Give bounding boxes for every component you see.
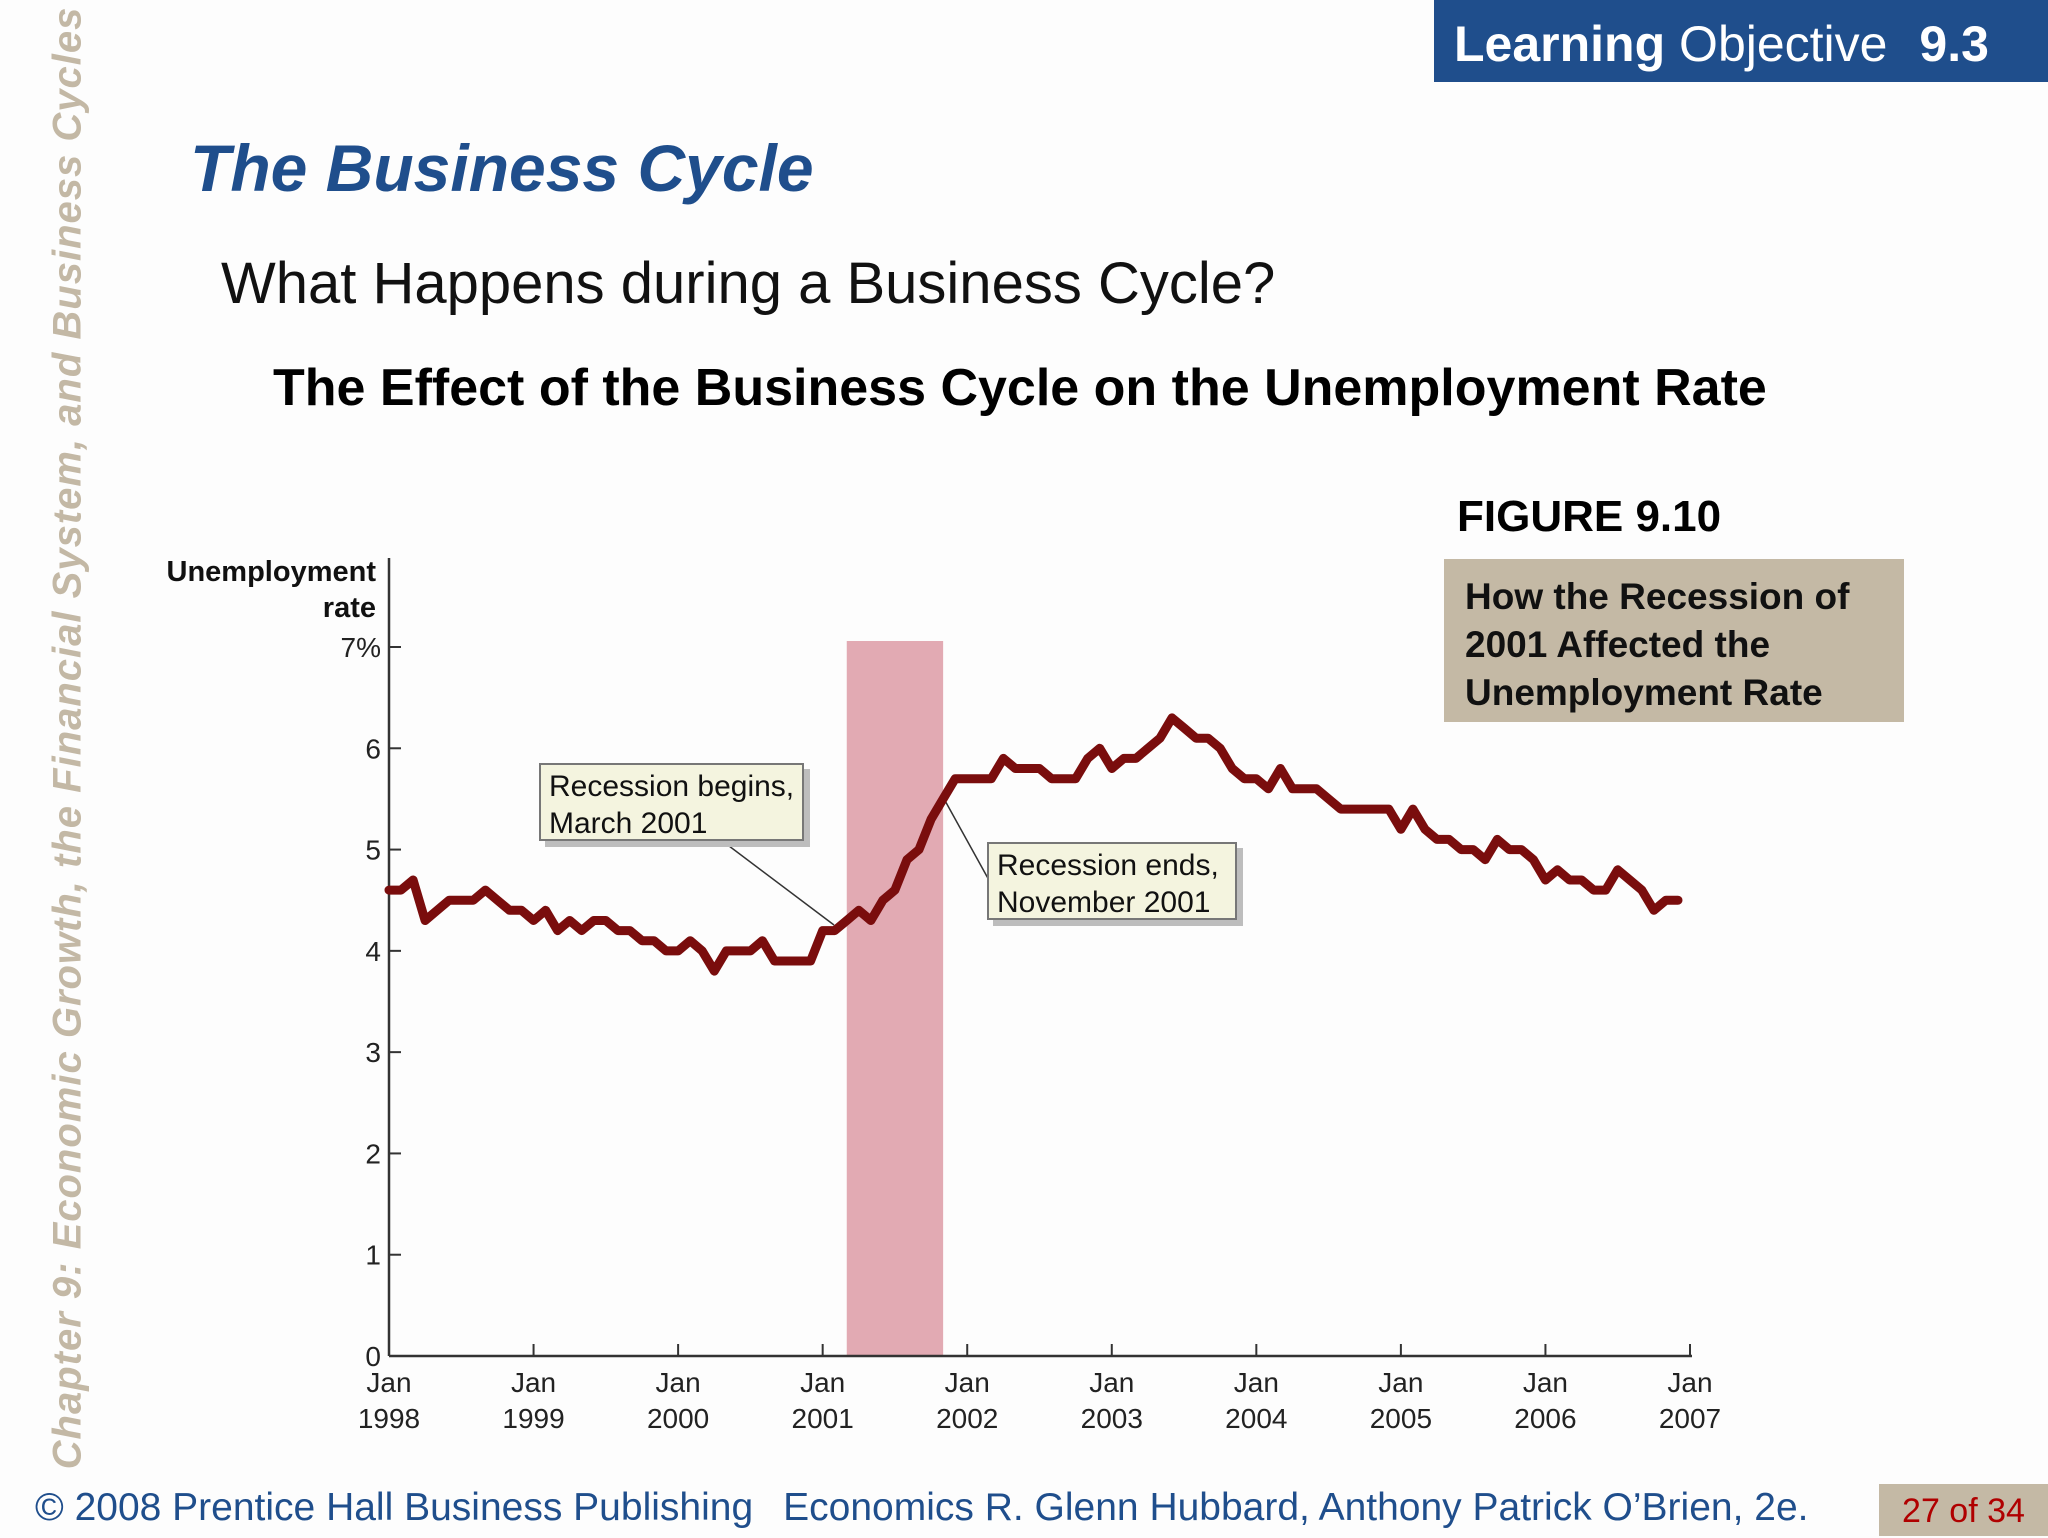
x-tick-label-year: 2004 (1225, 1403, 1287, 1434)
footer-copyright: © 2008 Prentice Hall Business Publishing (35, 1486, 754, 1529)
y-axis-label-line2: rate (323, 592, 376, 624)
objective-number: 9.3 (1919, 16, 1989, 72)
x-axis-ticks: Jan 1998 Jan 1999 Jan 2000 Jan 2001 Jan 2002 Jan 20… (358, 1344, 1721, 1434)
objective-word: Objective (1679, 16, 1888, 72)
y-tick-label: 6 (365, 733, 381, 764)
x-tick-label-month: Jan (366, 1367, 411, 1398)
chart-axes (387, 558, 1692, 1358)
x-tick-label-year: 1999 (502, 1403, 564, 1434)
y-tick-label: 5 (365, 835, 381, 866)
footer-book: Economics R. Glenn Hubbard, Anthony Patr… (783, 1486, 1809, 1529)
recession-begins-callout: Recession begins, March 2001 (539, 763, 804, 841)
figure-caption: How the Recession of 2001 Affected the U… (1444, 559, 1904, 722)
y-axis-label-line1: Unemployment (167, 556, 377, 588)
footer: © 2008 Prentice Hall Business Publishing… (35, 1486, 1808, 1530)
chart-heading: The Effect of the Business Cycle on the … (273, 359, 1767, 417)
y-axis-ticks: 0 1 2 3 4 5 6 7% (341, 632, 401, 1372)
figure-label: FIGURE 9.10 (1457, 492, 1722, 541)
x-tick-label-month: Jan (1234, 1367, 1279, 1398)
x-tick-label-month: Jan (1667, 1367, 1712, 1398)
x-tick-label-month: Jan (945, 1367, 990, 1398)
y-tick-label: 4 (365, 936, 381, 967)
x-tick-label-year: 2007 (1659, 1403, 1721, 1434)
x-tick-label-month: Jan (511, 1367, 556, 1398)
recession-ends-line2: November 2001 (997, 886, 1211, 919)
slide-title: The Business Cycle (190, 131, 814, 205)
learning-objective-banner: Learning Objective 9.3 (1434, 0, 2048, 82)
x-tick-label-month: Jan (1378, 1367, 1423, 1398)
x-tick-label-year: 2006 (1514, 1403, 1576, 1434)
x-tick-label-month: Jan (656, 1367, 701, 1398)
recession-ends-pointer (942, 796, 991, 883)
x-tick-label-year: 1998 (358, 1403, 420, 1434)
recession-begins-line1: Recession begins, (549, 770, 795, 803)
y-tick-label: 7% (341, 632, 381, 663)
x-tick-label-year: 2003 (1081, 1403, 1143, 1434)
y-tick-label: 1 (365, 1240, 381, 1271)
x-tick-label-year: 2005 (1370, 1403, 1432, 1434)
x-tick-label-month: Jan (1523, 1367, 1568, 1398)
recession-ends-callout: Recession ends, November 2001 (987, 842, 1237, 920)
x-tick-label-year: 2001 (792, 1403, 854, 1434)
recession-ends-line1: Recession ends, (997, 849, 1219, 882)
slide-subtitle: What Happens during a Business Cycle? (221, 251, 1276, 316)
y-tick-label: 2 (365, 1138, 381, 1169)
page-number: 27 of 34 (1879, 1484, 2048, 1536)
x-tick-label-month: Jan (800, 1367, 845, 1398)
x-tick-label-year: 2002 (936, 1403, 998, 1434)
x-tick-label-month: Jan (1089, 1367, 1134, 1398)
x-tick-label-year: 2000 (647, 1403, 709, 1434)
y-tick-label: 3 (365, 1037, 381, 1068)
y-tick-label: 0 (365, 1341, 381, 1372)
recession-shading (846, 641, 944, 1356)
recession-begins-line2: March 2001 (549, 807, 708, 840)
learning-word: Learning (1454, 16, 1666, 72)
unemployment-series-line (384, 713, 1683, 976)
